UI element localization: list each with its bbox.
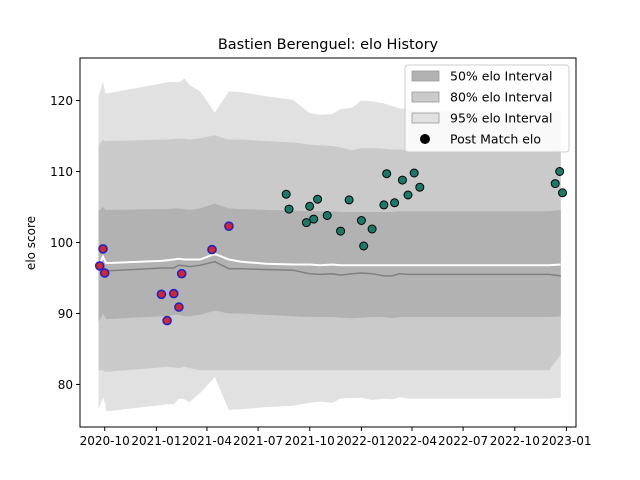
legend-label: 80% elo Interval [450, 90, 552, 105]
chart-title: Bastien Berenguel: elo History [218, 37, 439, 53]
interval-lines [97, 252, 561, 277]
x-tick-label: 2021-04 [182, 434, 232, 448]
interval-bands [98, 78, 561, 412]
post-match-point [390, 198, 400, 208]
y-tick-label: 80 [58, 378, 73, 392]
post-match-point [409, 168, 419, 178]
y-tick-label: 100 [50, 236, 73, 250]
x-tick-label: 2022-04 [387, 434, 437, 448]
y-axis-ticks: 80 90 100 110 120 [50, 94, 80, 392]
x-tick-label: 2021-07 [233, 434, 283, 448]
post-match-point [281, 189, 291, 199]
post-match-point [174, 302, 184, 312]
y-tick-label: 110 [50, 165, 73, 179]
x-tick-label: 2021-01 [131, 434, 181, 448]
post-match-point [336, 226, 346, 236]
mean-line [97, 252, 561, 268]
post-match-point [313, 194, 323, 204]
y-tick-label: 120 [50, 94, 73, 108]
post-match-point [555, 167, 565, 176]
median-line [98, 260, 561, 277]
post-match-point [344, 195, 354, 205]
post-match-point [415, 182, 425, 192]
x-tick-label: 2022-01 [336, 434, 386, 448]
post-match-point [284, 204, 294, 214]
legend-label: Post Match elo [450, 132, 541, 147]
post-match-point [162, 315, 172, 326]
legend-swatch [411, 112, 440, 124]
post-match-point [403, 190, 413, 200]
post-match-point [550, 179, 560, 189]
post-match-point [359, 241, 369, 251]
legend-label: 50% elo Interval [450, 69, 552, 84]
post-match-point [169, 288, 179, 299]
post-match-point [99, 268, 110, 278]
post-match-point [207, 244, 217, 255]
post-match-points [94, 167, 567, 326]
post-match-point [356, 216, 366, 225]
post-match-point [98, 244, 108, 254]
post-match-point [322, 211, 332, 220]
legend-swatch [411, 91, 440, 103]
post-match-point [94, 261, 105, 271]
post-match-point [305, 201, 315, 211]
y-axis-label: elo score [24, 216, 38, 270]
legend-swatch [411, 70, 440, 82]
band-50-interval [98, 203, 561, 322]
post-match-point [397, 175, 407, 185]
post-match-point [309, 214, 319, 224]
post-match-point [156, 289, 167, 300]
post-match-point [301, 218, 311, 228]
post-match-point [176, 268, 187, 279]
x-tick-label: 2022-07 [438, 434, 488, 448]
x-axis-ticks: 2020-10 2021-01 2021-04 2021-07 2021-10 2022-… [80, 427, 592, 448]
post-match-point [382, 169, 392, 179]
y-tick-label: 90 [58, 307, 73, 321]
post-match-point [367, 224, 377, 234]
x-tick-label: 2022-10 [490, 434, 540, 448]
post-match-point [379, 200, 389, 210]
legend-marker [420, 134, 430, 144]
post-match-point [224, 221, 234, 231]
post-match-point [558, 188, 567, 198]
legend: 50% elo Interval 80% elo Interval 95% elo … [404, 64, 570, 153]
legend-frame [404, 64, 570, 153]
legend-label: 95% elo Interval [450, 111, 552, 126]
x-tick-label: 2021-10 [285, 434, 335, 448]
x-tick-label: 2023-01 [541, 434, 591, 448]
x-tick-label: 2020-10 [80, 434, 130, 448]
